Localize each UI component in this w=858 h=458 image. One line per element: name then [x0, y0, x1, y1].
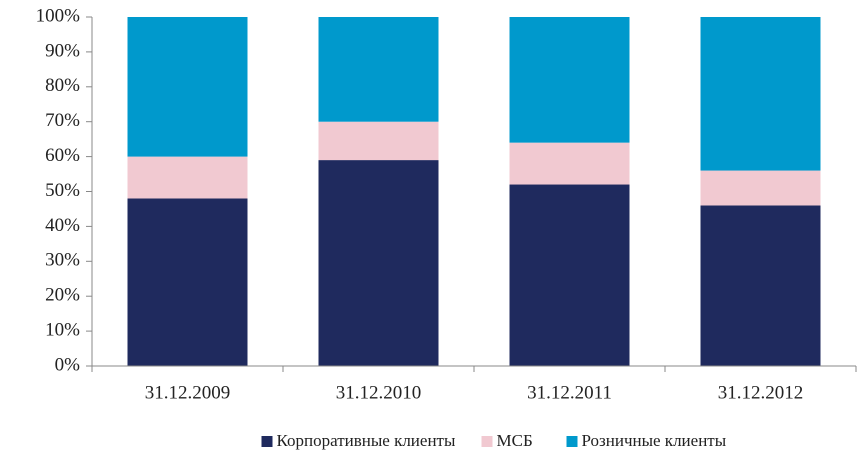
- legend-swatch: [261, 436, 273, 447]
- legend-label: МСБ: [497, 431, 533, 450]
- bar-segment: [700, 170, 821, 206]
- x-tick-label: 31.12.2011: [527, 382, 612, 403]
- bar-segment: [127, 156, 248, 199]
- y-tick-label: 70%: [45, 110, 80, 131]
- y-tick-label: 60%: [45, 145, 80, 166]
- x-tick-label: 31.12.2012: [718, 382, 804, 403]
- legend-swatch: [481, 436, 493, 447]
- bar-segment: [700, 205, 821, 366]
- legend-label: Корпоративные клиенты: [277, 431, 456, 450]
- y-tick-label: 40%: [45, 215, 80, 236]
- y-tick-label: 90%: [45, 40, 80, 61]
- legend-label: Розничные клиенты: [582, 431, 727, 450]
- bar-segment: [318, 160, 439, 366]
- x-tick-label: 31.12.2010: [336, 382, 422, 403]
- bar-segment: [127, 198, 248, 366]
- bar-segment: [509, 184, 630, 366]
- bar-segment: [318, 17, 439, 122]
- legend-swatch: [566, 436, 578, 447]
- bar-segment: [127, 17, 248, 157]
- y-tick-label: 30%: [45, 250, 80, 271]
- y-tick-label: 80%: [45, 75, 80, 96]
- bar-segment: [509, 17, 630, 143]
- x-tick-label: 31.12.2009: [145, 382, 231, 403]
- bar-segment: [509, 142, 630, 185]
- y-tick-label: 10%: [45, 319, 80, 340]
- bar-segment: [318, 121, 439, 161]
- y-tick-label: 100%: [36, 5, 81, 26]
- y-tick-label: 0%: [55, 354, 81, 375]
- y-tick-label: 50%: [45, 180, 80, 201]
- bar-segment: [700, 17, 821, 171]
- y-tick-label: 20%: [45, 285, 80, 306]
